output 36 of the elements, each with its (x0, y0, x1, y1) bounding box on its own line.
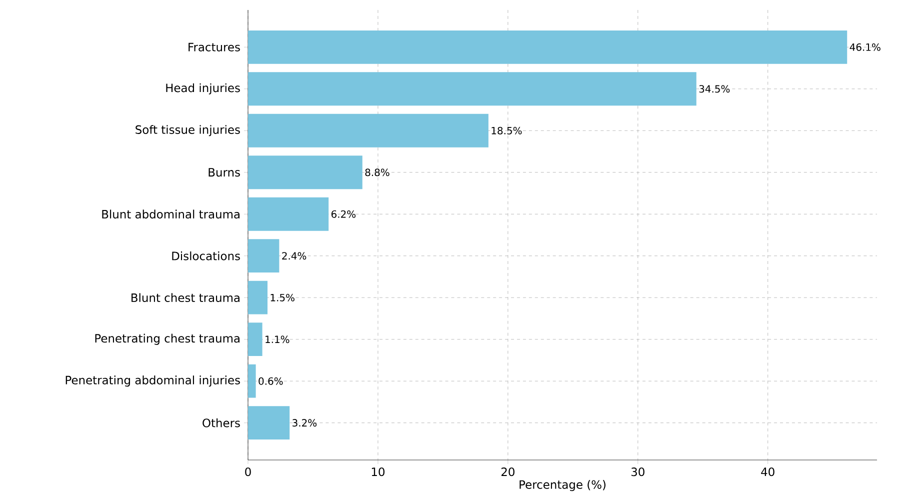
bar (248, 322, 262, 356)
bar (248, 114, 488, 148)
y-tick-label: Others (202, 418, 240, 428)
data-label: 46.1% (850, 43, 880, 51)
data-label: 1.1% (266, 336, 290, 344)
bar (248, 406, 290, 440)
data-label: 6.2% (331, 210, 356, 218)
data-label: 18.5% (492, 126, 522, 134)
data-label: 0.6% (258, 377, 283, 385)
y-tick-label: Fractures (188, 42, 240, 52)
bar (248, 156, 362, 190)
y-tick-label: Blunt chest trauma (132, 293, 240, 302)
data-label: 8.8% (365, 168, 390, 176)
data-label: 3.2% (292, 419, 317, 427)
y-tick-label: Head injuries (166, 83, 240, 94)
bar (248, 30, 848, 64)
bar (248, 239, 280, 273)
x-axis-title: Percentage (%) (520, 480, 606, 492)
bar (248, 197, 329, 231)
x-tick-label: 30 (631, 468, 644, 476)
y-tick-label: Penetrating chest trauma (95, 334, 240, 345)
data-label: 1.5% (270, 294, 294, 302)
bar (248, 72, 696, 106)
y-tick-label: Soft tissue injuries (136, 125, 240, 136)
x-tick-label: 10 (372, 468, 384, 476)
x-tick-label: 20 (501, 468, 514, 476)
data-label: 34.5% (699, 85, 730, 93)
bar (248, 364, 256, 398)
y-tick-label: Dislocations (172, 251, 240, 260)
y-tick-label: Blunt abdominal trauma (102, 210, 240, 219)
y-tick-label: Burns (208, 168, 240, 177)
bar (248, 280, 268, 314)
data-label: 2.4% (282, 252, 306, 260)
y-tick-label: Penetrating abdominal injuries (66, 376, 240, 387)
x-tick-label: 0 (245, 468, 251, 476)
x-tick-label: 40 (761, 468, 774, 476)
